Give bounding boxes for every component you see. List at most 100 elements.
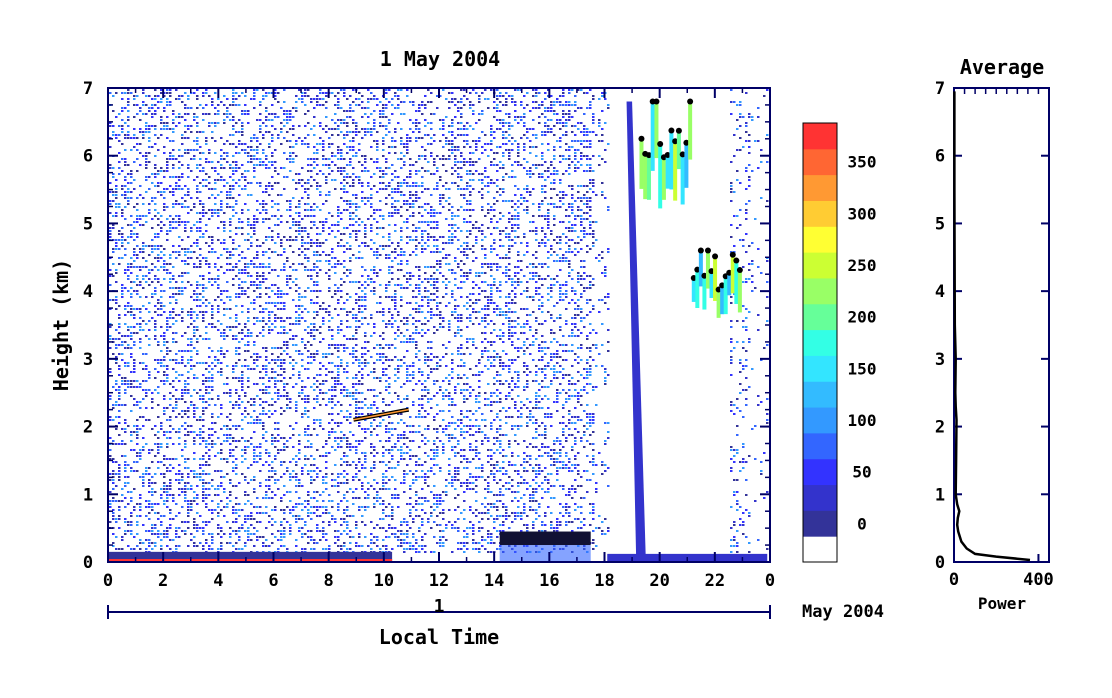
heatmap-cell — [283, 377, 286, 379]
heatmap-cell — [262, 311, 265, 313]
heatmap-cell — [127, 476, 130, 478]
heatmap-cell — [379, 245, 382, 247]
heatmap-cell — [346, 338, 349, 340]
heatmap-cell — [346, 482, 349, 484]
heatmap-cell — [304, 137, 307, 139]
heatmap-cell — [340, 344, 343, 346]
heatmap-cell — [202, 257, 205, 259]
heatmap-cell — [121, 428, 124, 430]
heatmap-cell — [352, 335, 355, 337]
heatmap-cell — [154, 311, 157, 313]
heatmap-cell — [313, 470, 316, 472]
heatmap-cell — [394, 368, 397, 370]
heatmap-cell — [157, 536, 160, 538]
heatmap-cell — [220, 413, 223, 415]
heatmap-cell — [196, 530, 199, 532]
heatmap-cell — [166, 206, 169, 208]
heatmap-cell — [127, 362, 130, 364]
heatmap-cell — [247, 386, 250, 388]
heatmap-cell — [307, 398, 310, 400]
heatmap-cell — [199, 146, 202, 148]
heatmap-cell — [337, 377, 340, 379]
heatmap-cell — [310, 227, 313, 229]
heatmap-cell — [166, 167, 169, 169]
heatmap-cell — [184, 263, 187, 265]
heatmap-cell — [127, 503, 130, 505]
heatmap-cell — [151, 503, 154, 505]
heatmap-cell — [121, 188, 124, 190]
heatmap-cell — [145, 395, 148, 397]
heatmap-cell — [346, 506, 349, 508]
heatmap-cell — [322, 338, 325, 340]
heatmap-cell — [388, 416, 391, 418]
heatmap-cell — [211, 239, 214, 241]
heatmap-cell — [364, 362, 367, 364]
heatmap-cell — [136, 545, 139, 547]
heatmap-cell — [187, 467, 190, 469]
heatmap-cell — [388, 323, 391, 325]
heatmap-cell — [241, 128, 244, 130]
heatmap-cell — [316, 188, 319, 190]
heatmap-cell — [331, 500, 334, 502]
heatmap-cell — [181, 134, 184, 136]
heatmap-cell — [337, 221, 340, 223]
heatmap-cell — [358, 131, 361, 133]
heatmap-cell — [139, 107, 142, 109]
heatmap-cell — [277, 233, 280, 235]
heatmap-cell — [391, 242, 394, 244]
heatmap-cell — [160, 119, 163, 121]
heatmap-cell — [277, 203, 280, 205]
heatmap-cell — [385, 386, 388, 388]
heatmap-cell — [253, 317, 256, 319]
heatmap-cell — [199, 473, 202, 475]
heatmap-cell — [226, 392, 229, 394]
heatmap-cell — [388, 257, 391, 259]
heatmap-cell — [112, 200, 115, 202]
heatmap-cell — [232, 143, 235, 145]
heatmap-cell — [379, 347, 382, 349]
heatmap-cell — [289, 113, 292, 115]
heatmap-cell — [226, 257, 229, 259]
heatmap-cell — [133, 368, 136, 370]
heatmap-cell — [229, 197, 232, 199]
heatmap-cell — [172, 140, 175, 142]
heatmap-cell — [337, 401, 340, 403]
heatmap-cell — [160, 227, 163, 229]
heatmap-cell — [193, 116, 196, 118]
heatmap-cell — [145, 281, 148, 283]
heatmap-cell — [286, 506, 289, 508]
heatmap-cell — [343, 389, 346, 391]
heatmap-cell — [382, 338, 385, 340]
heatmap-cell — [289, 119, 292, 121]
heatmap-cell — [202, 233, 205, 235]
heatmap-cell — [334, 290, 337, 292]
heatmap-cell — [277, 440, 280, 442]
heatmap-cell — [241, 419, 244, 421]
heatmap-cell — [199, 230, 202, 232]
heatmap-cell — [286, 119, 289, 121]
heatmap-cell — [364, 281, 367, 283]
heatmap-cell — [151, 182, 154, 184]
heatmap-cell — [223, 383, 226, 385]
heatmap-cell — [220, 536, 223, 538]
heatmap-cell — [298, 89, 301, 91]
heatmap-cell — [196, 287, 199, 289]
heatmap-cell — [259, 320, 262, 322]
heatmap-cell — [319, 515, 322, 517]
heatmap-cell — [208, 149, 211, 151]
heatmap-cell — [382, 452, 385, 454]
heatmap-cell — [301, 263, 304, 265]
heatmap-cell — [271, 398, 274, 400]
heatmap-cell — [151, 530, 154, 532]
heatmap-cell — [394, 527, 397, 529]
heatmap-cell — [397, 263, 400, 265]
heatmap-cell — [340, 152, 343, 154]
heatmap-cell — [292, 221, 295, 223]
heatmap-cell — [277, 92, 280, 94]
heatmap-cell — [268, 386, 271, 388]
heatmap-cell — [364, 335, 367, 337]
heatmap-cell — [115, 206, 118, 208]
heatmap-cell — [148, 125, 151, 127]
heatmap-cell — [316, 449, 319, 451]
heatmap-cell — [262, 545, 265, 547]
